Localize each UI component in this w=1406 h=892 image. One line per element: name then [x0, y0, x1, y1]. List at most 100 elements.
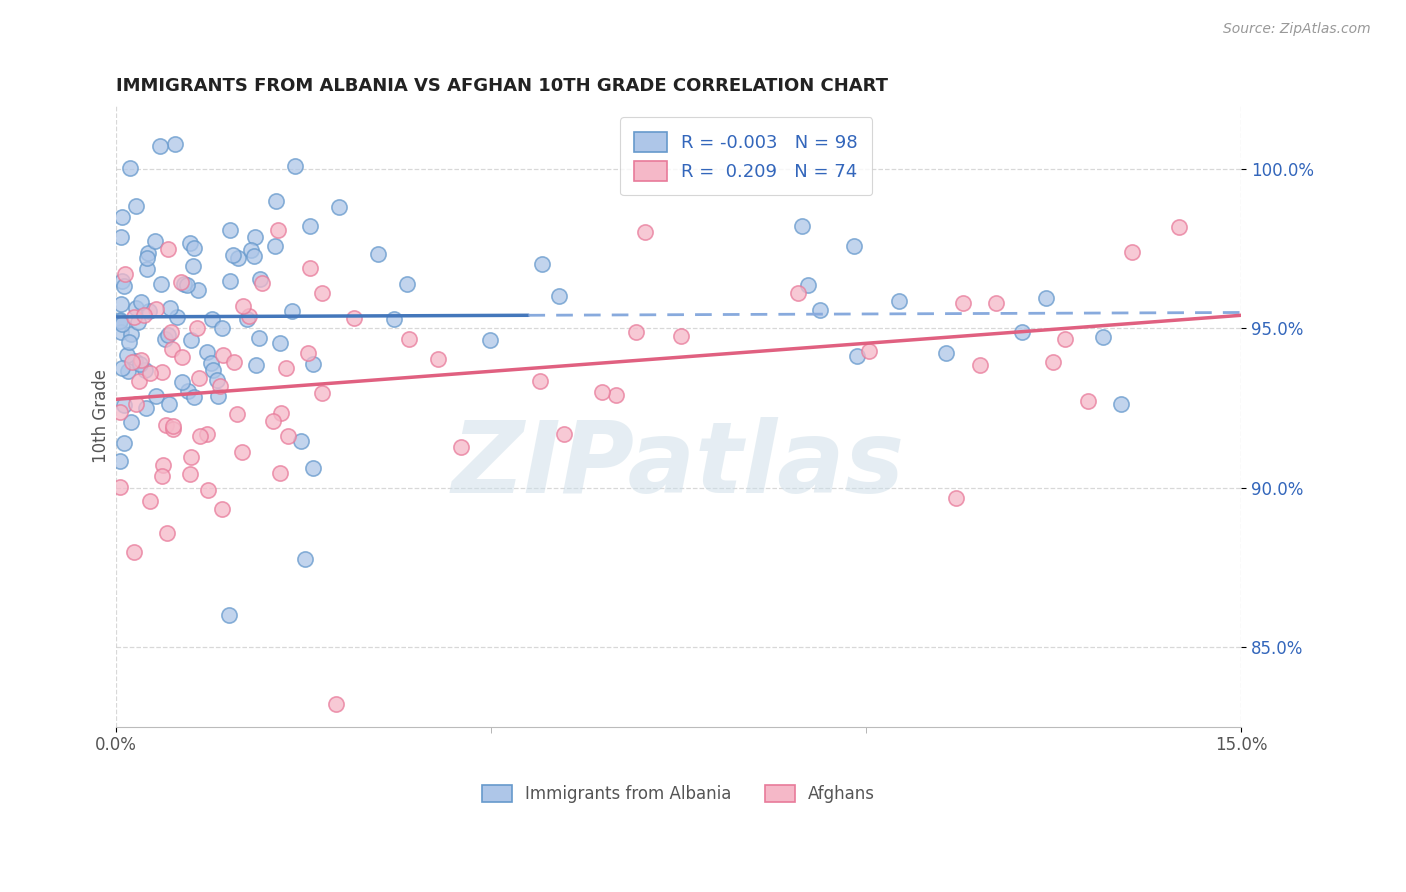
Point — [790, 219, 813, 233]
Point — [159, 325, 181, 339]
Point — [129, 295, 152, 310]
Point — [149, 139, 172, 153]
Point — [236, 311, 259, 326]
Point — [187, 283, 209, 297]
Point — [290, 434, 312, 448]
Point — [247, 331, 270, 345]
Point — [211, 348, 233, 362]
Point — [808, 302, 831, 317]
Point — [277, 428, 299, 442]
Point — [111, 360, 134, 375]
Point — [269, 336, 291, 351]
Point — [1109, 397, 1132, 411]
Point — [934, 346, 956, 360]
Point — [284, 159, 307, 173]
Point — [112, 435, 135, 450]
Point — [110, 325, 132, 339]
Point — [249, 272, 271, 286]
Point — [124, 354, 146, 368]
Point — [328, 200, 350, 214]
Point — [530, 257, 553, 271]
Point — [111, 317, 134, 331]
Point — [155, 525, 177, 540]
Point — [243, 230, 266, 244]
Point — [152, 458, 174, 472]
Point — [605, 388, 627, 402]
Point — [529, 374, 551, 388]
Point — [1121, 244, 1143, 259]
Point — [108, 479, 131, 493]
Point — [218, 608, 240, 623]
Point — [267, 223, 290, 237]
Text: ZIPatlas: ZIPatlas — [451, 417, 905, 514]
Point — [238, 309, 260, 323]
Point — [197, 483, 219, 497]
Point — [136, 251, 159, 265]
Point — [170, 275, 193, 289]
Point — [117, 363, 139, 377]
Point — [479, 333, 502, 347]
Point — [952, 296, 974, 310]
Point — [159, 301, 181, 315]
Point — [128, 374, 150, 388]
Text: IMMIGRANTS FROM ALBANIA VS AFGHAN 10TH GRADE CORRELATION CHART: IMMIGRANTS FROM ALBANIA VS AFGHAN 10TH G… — [115, 78, 887, 95]
Point — [150, 365, 173, 379]
Point — [127, 315, 149, 329]
Point — [201, 311, 224, 326]
Y-axis label: 10th Grade: 10th Grade — [93, 369, 110, 463]
Point — [207, 389, 229, 403]
Point — [111, 274, 134, 288]
Point — [547, 289, 569, 303]
Point — [166, 310, 188, 325]
Point — [343, 311, 366, 326]
Point — [124, 310, 146, 324]
Point — [162, 422, 184, 436]
Point — [262, 414, 284, 428]
Point — [211, 321, 233, 335]
Point — [176, 278, 198, 293]
Point — [945, 491, 967, 505]
Point — [398, 332, 420, 346]
Point — [553, 426, 575, 441]
Point — [633, 225, 655, 239]
Point — [231, 444, 253, 458]
Point — [270, 406, 292, 420]
Legend: Immigrants from Albania, Afghans: Immigrants from Albania, Afghans — [475, 779, 882, 810]
Point — [150, 469, 173, 483]
Point — [626, 325, 648, 339]
Point — [1092, 329, 1115, 343]
Point — [239, 243, 262, 257]
Point — [243, 249, 266, 263]
Point — [889, 293, 911, 308]
Point — [311, 286, 333, 301]
Point — [986, 295, 1008, 310]
Point — [139, 366, 162, 380]
Point — [165, 136, 187, 151]
Point — [245, 358, 267, 372]
Point — [264, 194, 287, 208]
Point — [200, 356, 222, 370]
Point — [195, 426, 218, 441]
Point — [786, 286, 808, 301]
Point — [1035, 291, 1057, 305]
Point — [211, 501, 233, 516]
Point — [302, 357, 325, 371]
Point — [222, 248, 245, 262]
Point — [108, 312, 131, 326]
Point — [136, 246, 159, 260]
Point — [195, 345, 218, 359]
Point — [858, 343, 880, 358]
Point — [186, 321, 208, 335]
Point — [188, 370, 211, 384]
Point — [111, 210, 134, 224]
Point — [179, 467, 201, 482]
Point — [844, 239, 866, 253]
Point — [162, 418, 184, 433]
Point — [153, 332, 176, 346]
Point — [180, 450, 202, 464]
Point — [269, 466, 291, 480]
Point — [671, 328, 693, 343]
Point — [160, 342, 183, 356]
Point — [125, 396, 148, 410]
Point — [252, 276, 274, 290]
